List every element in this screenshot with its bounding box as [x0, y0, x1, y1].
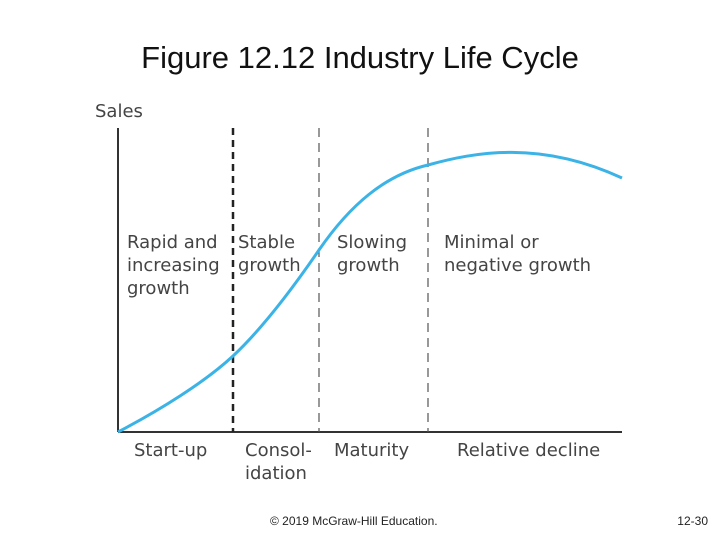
region-label-rapid: Rapid and increasing growth	[127, 232, 225, 299]
region-label-stable: Stable growth	[238, 232, 301, 276]
footer-copyright: © 2019 McGraw-Hill Education.	[270, 514, 438, 528]
sales-curve	[117, 150, 623, 434]
slide-title: Figure 12.12 Industry Life Cycle	[141, 40, 579, 75]
stage-label-startup: Start-up	[134, 440, 207, 461]
page-number: 12-30	[677, 514, 708, 528]
stage-label-consolidation: Consol- idation	[245, 440, 318, 484]
y-axis-label: Sales	[95, 101, 143, 122]
stage-label-decline: Relative decline	[457, 440, 600, 461]
stage-label-maturity: Maturity	[334, 440, 409, 461]
region-label-slowing: Slowing growth	[337, 232, 413, 276]
region-label-minimal: Minimal or negative growth	[444, 232, 591, 276]
